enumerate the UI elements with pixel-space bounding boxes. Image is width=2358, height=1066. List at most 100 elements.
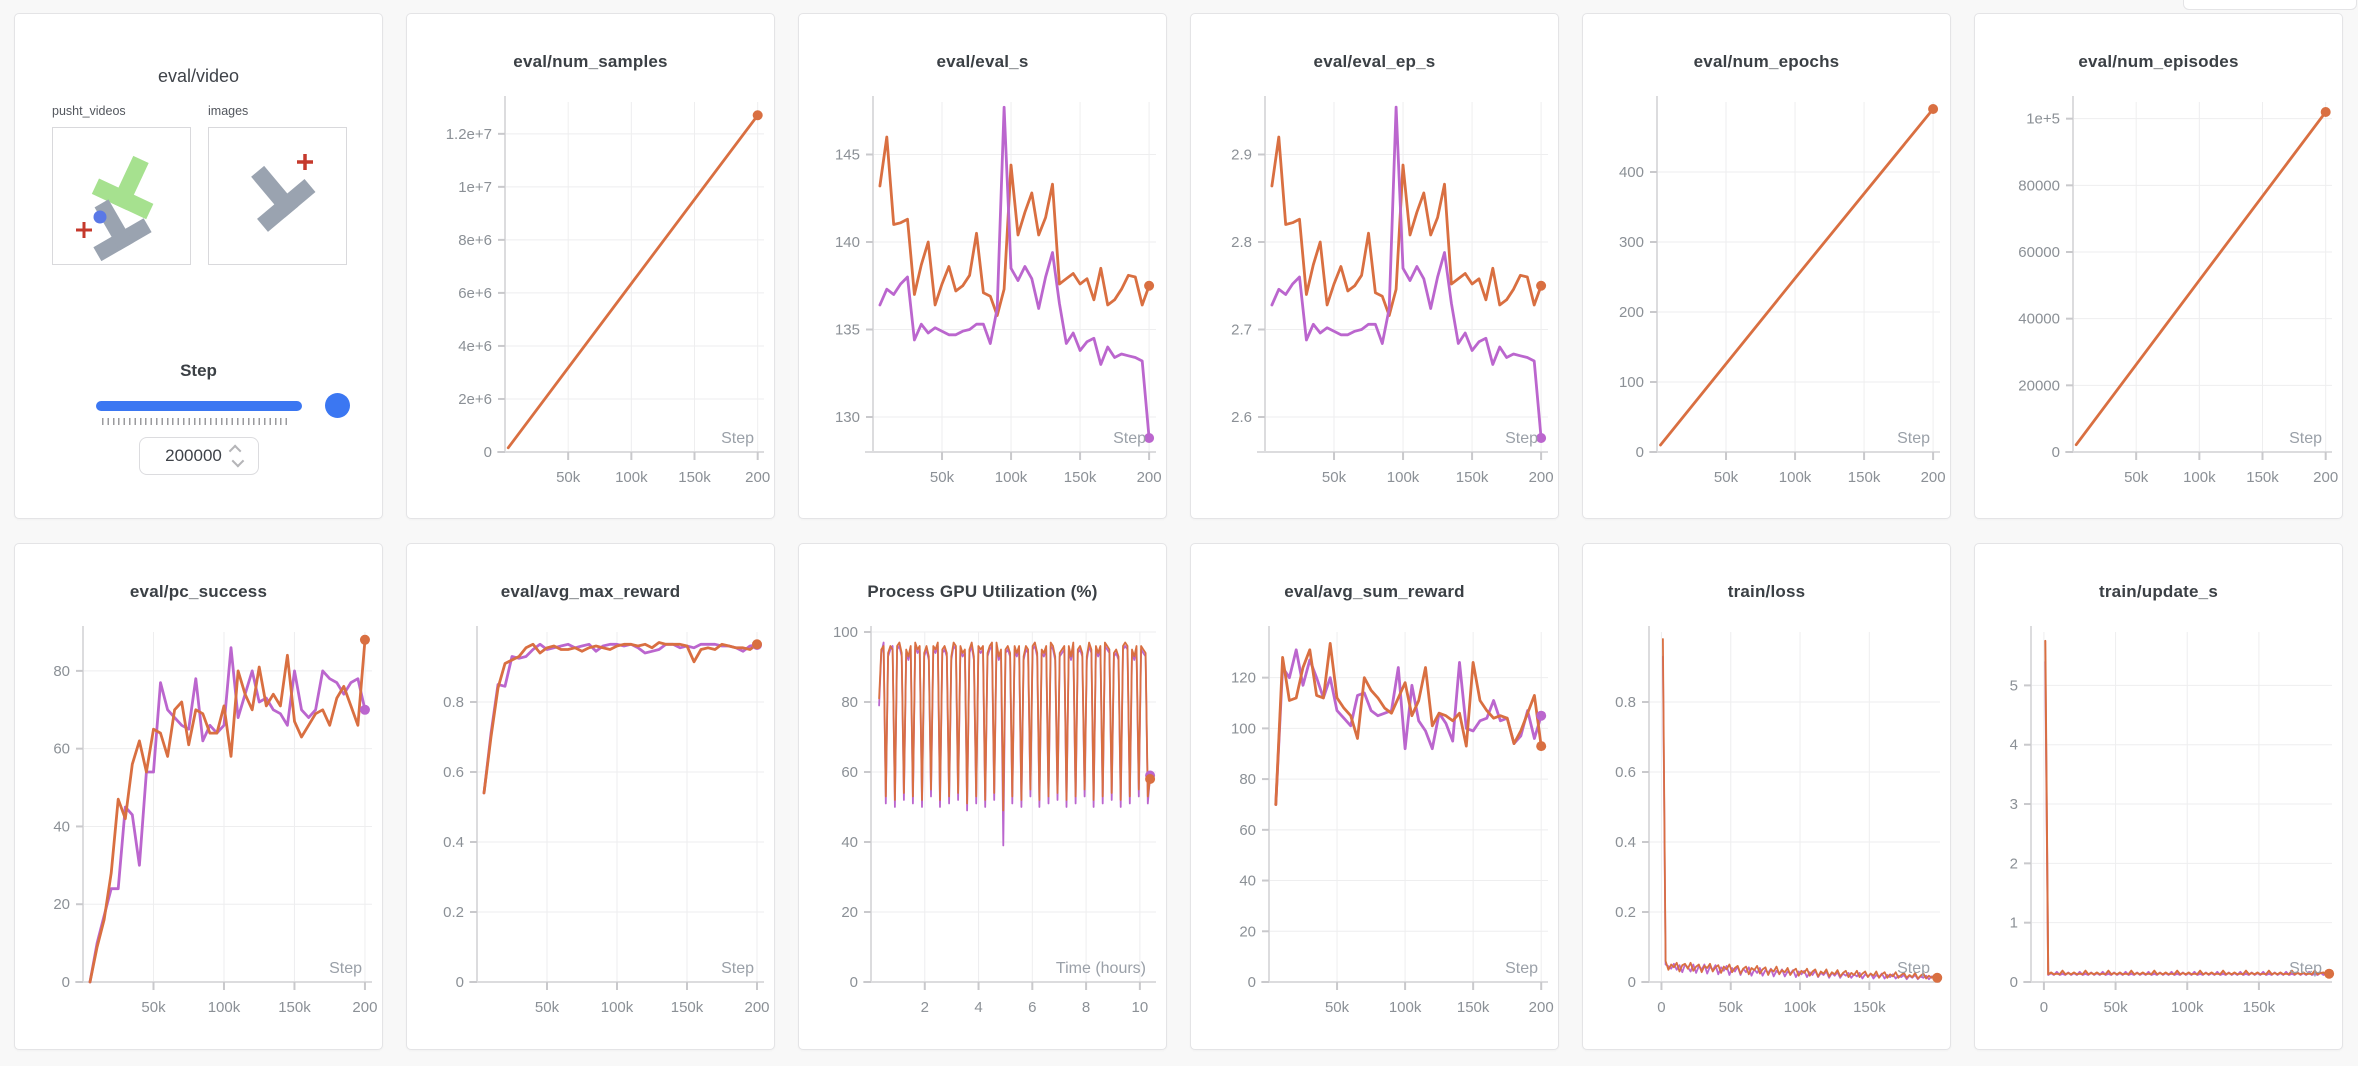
x-tick-label: 100k [601,999,634,1016]
y-tick-label: 0 [456,974,464,991]
y-tick-label: 60000 [2018,244,2060,261]
x-tick-label: 100k [1387,469,1420,486]
y-tick-label: 2.7 [1231,322,1252,339]
x-tick-label: 200 [1921,469,1946,486]
chart-canvas[interactable]: 0 20 40 60 80 50k 100k 150k 200 Step [15,544,384,1049]
x-axis-label: Step [1897,960,1930,977]
panel-train-update-s: train/update_s 0 1 2 3 4 5 0 50k 100k 150k Step [1974,543,2343,1050]
x-tick-label: 50k [2124,469,2149,486]
panel-eval-eval-s: eval/eval_s 130 135 140 145 50k 100k 150k 200 St… [798,13,1167,519]
thumbnail-caption: images [208,104,249,118]
y-tick-label: 20 [53,896,70,913]
y-tick-label: 2e+6 [458,391,492,408]
chart-canvas[interactable]: 130 135 140 145 50k 100k 150k 200 Step [799,14,1168,519]
y-tick-label: 130 [835,409,860,426]
chart-canvas[interactable]: 0 20 40 60 80 100 2 4 6 8 10 Time (hours) [799,544,1168,1049]
x-axis-label: Time (hours) [1056,960,1146,977]
x-tick-label: 50k [1719,999,1744,1016]
spinner-down-icon[interactable] [231,454,244,468]
y-tick-label: 145 [835,147,860,164]
y-tick-label: 80000 [2018,177,2060,194]
x-tick-label: 150k [678,469,711,486]
chart-canvas[interactable]: 0 100 200 300 400 50k 100k 150k 200 Step [1583,14,1952,519]
chart-canvas[interactable]: 0 0.2 0.4 0.6 0.8 50k 100k 150k 200 Step [407,544,776,1049]
video-thumbnail-images[interactable] [208,127,347,265]
gray-t-shape [251,165,316,232]
panel-eval-pc-success: eval/pc_success 0 20 40 60 80 50k 100k 150k 200 S… [14,543,383,1050]
y-tick-label: 3 [2010,796,2018,813]
panel-eval-num-samples: eval/num_samples 0 2e+6 4e+6 6e+6 8e+6 1e+7 1.… [406,13,775,519]
x-tick-label: 150k [1848,469,1881,486]
x-axis-label: Step [721,430,754,447]
y-tick-label: 0 [850,974,858,991]
panel-eval-video: eval/video pusht_videos images [14,13,383,519]
step-slider-handle[interactable] [325,393,350,418]
chart-title: eval/num_samples [513,52,668,71]
x-tick-label: 6 [1028,999,1036,1016]
x-tick-label: 100k [1779,469,1812,486]
step-input-box [139,437,259,475]
cut-off-panel-fragment [2183,0,2357,10]
y-tick-label: 40000 [2018,311,2060,328]
chart-canvas[interactable]: 0 20000 40000 60000 80000 1e+5 50k 100k 150k 200 S… [1975,14,2344,519]
step-slider-ruler-ticks [102,418,288,425]
y-tick-label: 0 [2010,974,2018,991]
y-tick-label: 6e+6 [458,285,492,302]
step-slider-track[interactable] [96,393,350,418]
step-input[interactable] [157,446,230,466]
x-tick-label: 100k [2171,999,2204,1016]
x-tick-label: 150k [2243,999,2276,1016]
x-axis-label: Step [721,960,754,977]
x-tick-label: 4 [974,999,982,1016]
y-tick-label: 8e+6 [458,232,492,249]
chart-canvas[interactable]: 2.6 2.7 2.8 2.9 50k 100k 150k 200 Step [1191,14,1560,519]
x-axis-label: Step [1505,430,1538,447]
x-tick-label: 150k [1064,469,1097,486]
x-tick-label: 8 [1082,999,1090,1016]
y-tick-label: 2.6 [1231,409,1252,426]
thumbnail-caption: pusht_videos [52,104,126,118]
x-tick-label: 150k [1853,999,1886,1016]
video-thumbnail-pusht-videos[interactable] [52,127,191,265]
agent-dot [93,210,107,224]
y-tick-label: 1 [2010,915,2018,932]
x-tick-label: 0 [1657,999,1665,1016]
green-t-shape [91,155,154,220]
chart-canvas[interactable]: 0 0.2 0.4 0.6 0.8 0 50k 100k 150k Step [1583,544,1952,1049]
x-tick-label: 150k [2246,469,2279,486]
y-tick-label: 1e+7 [458,179,492,196]
panel-eval-avg-max-reward: eval/avg_max_reward 0 0.2 0.4 0.6 0.8 50k 100k… [406,543,775,1050]
y-tick-label: 0 [62,974,70,991]
y-tick-label: 140 [835,234,860,251]
y-tick-label: 2.8 [1231,234,1252,251]
x-tick-label: 100k [995,469,1028,486]
y-tick-label: 0.4 [1615,834,1636,851]
y-tick-label: 100 [1619,374,1644,391]
x-tick-label: 50k [556,469,581,486]
panel-eval-avg-sum-reward: eval/avg_sum_reward 0 20 40 60 80 100 120 50k 10… [1190,543,1559,1050]
x-tick-label: 100k [615,469,648,486]
y-tick-label: 0 [1248,974,1256,991]
panel-train-loss: train/loss 0 0.2 0.4 0.6 0.8 0 50k 100k 150k Step [1582,543,1951,1050]
chart-title: Process GPU Utilization (%) [867,582,1098,601]
chart-canvas[interactable]: 0 20 40 60 80 100 120 50k 100k 150k 200 Step [1191,544,1560,1049]
panel-eval-num-epochs: eval/num_epochs 0 100 200 300 400 50k 100k 150k… [1582,13,1951,519]
x-axis-label: Step [1113,430,1146,447]
y-tick-label: 100 [833,624,858,641]
y-tick-label: 0 [1628,974,1636,991]
x-tick-label: 150k [1457,999,1490,1016]
y-tick-label: 80 [841,694,858,711]
pusht-image-frame [251,154,316,232]
panel-eval-eval-ep-s: eval/eval_ep_s 2.6 2.7 2.8 2.9 50k 100k 150k 20… [1190,13,1559,519]
panel-process-gpu-utilization: Process GPU Utilization (%) 0 20 40 60 80 100… [798,543,1167,1050]
step-input-spinner [228,444,244,468]
goal-cross-icon [297,154,313,170]
x-tick-label: 50k [1714,469,1739,486]
y-tick-label: 0.4 [443,834,464,851]
chart-canvas[interactable]: 0 1 2 3 4 5 0 50k 100k 150k Step [1975,544,2344,1049]
y-tick-label: 100 [1231,720,1256,737]
y-tick-label: 1e+5 [2026,111,2060,128]
y-tick-label: 80 [53,663,70,680]
x-tick-label: 200 [745,469,770,486]
chart-canvas[interactable]: 0 2e+6 4e+6 6e+6 8e+6 1e+7 1.2e+7 50k 100k 150k 20… [407,14,776,519]
